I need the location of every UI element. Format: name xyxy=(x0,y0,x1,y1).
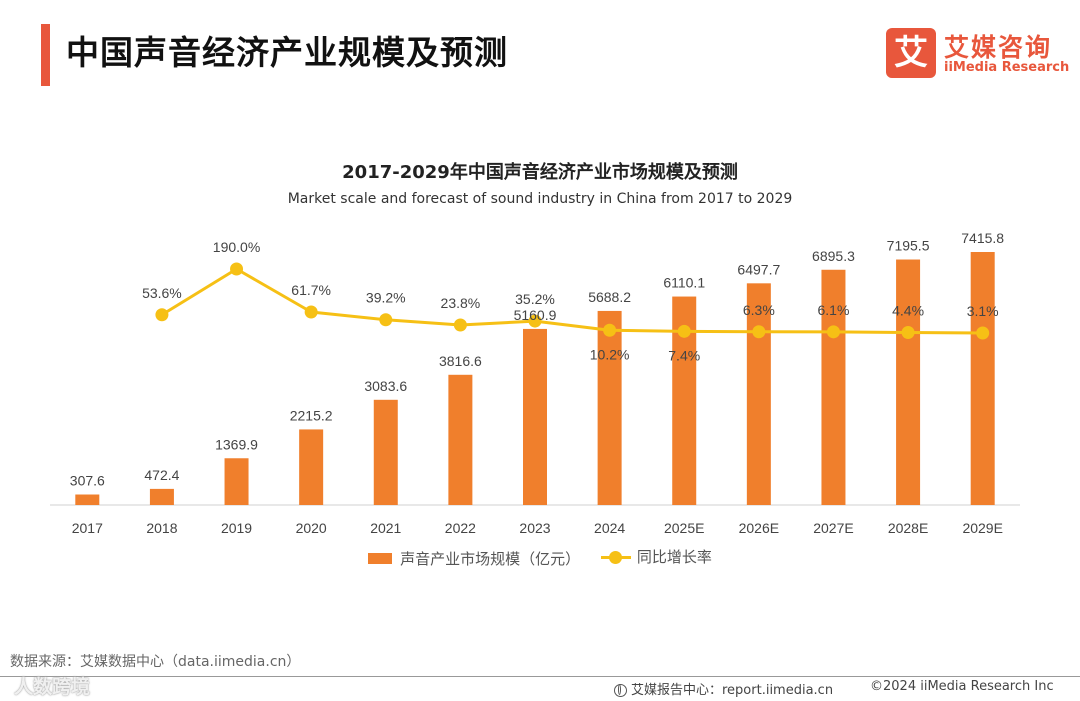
bar-2020 xyxy=(299,429,324,505)
footer-copyright: ©2024 iiMedia Research Inc xyxy=(870,679,1054,694)
legend-item-growth-rate[interactable]: 同比增长率 xyxy=(600,546,712,567)
bar-2024 xyxy=(597,310,622,505)
bar-value-label: 3816.6 xyxy=(439,353,482,369)
growth-rate-point xyxy=(230,262,244,276)
bar-value-label: 2215.2 xyxy=(290,407,333,423)
footer-report-center[interactable]: 艾媒报告中心：report.iimedia.cn xyxy=(614,679,833,698)
bar-2021 xyxy=(373,399,398,505)
chart-title: 2017-2029年中国声音经济产业市场规模及预测 xyxy=(342,162,738,183)
bar-2018 xyxy=(149,488,174,505)
x-tick-label: 2020 xyxy=(296,520,327,536)
iimedia-logo-name-en: iiMedia Research xyxy=(944,60,1070,75)
x-tick-label: 2024 xyxy=(594,520,625,536)
bar-2019 xyxy=(224,458,249,505)
iimedia-logo[interactable]: 艾 艾媒咨询 iiMedia Research xyxy=(886,26,1069,80)
data-source-note: 数据来源：艾媒数据中心（data.iimedia.cn） xyxy=(10,654,301,670)
growth-rate-point xyxy=(528,314,542,328)
growth-rate-label: 39.2% xyxy=(366,290,406,306)
x-tick-label: 2017 xyxy=(72,520,103,536)
growth-rate-point xyxy=(304,305,318,319)
footer-divider xyxy=(0,676,1080,677)
bar-value-label: 6497.7 xyxy=(737,261,780,277)
growth-rate-label: 35.2% xyxy=(515,291,555,307)
growth-rate-line xyxy=(161,267,983,335)
bar-2022 xyxy=(448,374,473,505)
bar-2027E xyxy=(821,269,846,505)
footer-report-link[interactable]: 艾媒报告中心：report.iimedia.cn xyxy=(631,683,834,698)
bar-value-label: 6110.1 xyxy=(663,275,705,291)
bar-2023 xyxy=(523,328,547,505)
growth-rate-label: 23.8% xyxy=(441,295,481,311)
bar-value-label: 6895.3 xyxy=(812,248,855,264)
iimedia-logo-name-cn: 艾媒咨询 xyxy=(944,33,1053,62)
growth-rate-point xyxy=(826,325,840,339)
bar-2028E xyxy=(896,259,921,505)
chart-subtitle: Market scale and forecast of sound indus… xyxy=(287,191,793,207)
watermark-text: 人数跨境 xyxy=(14,676,91,698)
growth-rate-point xyxy=(901,325,915,339)
bar-2029E xyxy=(970,252,995,505)
x-tick-label: 2029E xyxy=(962,520,1002,536)
bar-value-label: 307.6 xyxy=(70,473,105,489)
growth-rate-label: 3.1% xyxy=(967,303,999,319)
legend-item-market-scale[interactable]: 声音产业市场规模（亿元） xyxy=(368,548,580,569)
x-tick-label: 2023 xyxy=(519,520,550,536)
growth-rate-label: 190.0% xyxy=(213,239,260,255)
growth-rate-point xyxy=(677,324,691,338)
globe-icon xyxy=(614,684,627,697)
bar-value-label: 7195.5 xyxy=(887,238,930,254)
growth-rate-label: 7.4% xyxy=(668,347,700,363)
x-tick-label: 2026E xyxy=(739,520,779,536)
bar-value-label: 472.4 xyxy=(144,467,179,483)
legend-label-market-scale: 声音产业市场规模（亿元） xyxy=(400,549,581,568)
growth-rate-label: 4.4% xyxy=(892,302,924,318)
growth-rate-label: 6.3% xyxy=(743,302,775,318)
iimedia-logo-mark: 艾 xyxy=(886,28,936,78)
growth-rate-point xyxy=(603,323,617,337)
growth-rate-point xyxy=(453,318,467,332)
x-tick-label: 2022 xyxy=(445,520,476,536)
legend-bar-swatch xyxy=(368,552,393,564)
x-tick-label: 2021 xyxy=(370,520,401,536)
growth-rate-point xyxy=(752,325,766,339)
title-accent-bar xyxy=(41,24,50,86)
growth-rate-point xyxy=(379,313,393,327)
bar-2017 xyxy=(75,494,100,505)
x-tick-label: 2028E xyxy=(888,520,928,536)
bar-2026E xyxy=(746,283,771,505)
growth-rate-point xyxy=(976,326,990,340)
growth-rate-point xyxy=(155,308,169,322)
legend-line-marker xyxy=(600,550,631,564)
growth-rate-label: 10.2% xyxy=(590,346,630,362)
bar-value-label: 7415.8 xyxy=(961,230,1004,246)
bar-value-label: 5688.2 xyxy=(588,289,631,305)
page-title: 中国声音经济产业规模及预测 xyxy=(66,33,508,72)
bar-value-label: 5160.9 xyxy=(514,307,557,323)
growth-rate-label: 53.6% xyxy=(142,285,182,301)
growth-rate-label: 61.7% xyxy=(291,282,331,298)
growth-rate-label: 6.1% xyxy=(818,302,850,318)
bar-value-label: 1369.9 xyxy=(215,436,258,452)
chart-legend: 声音产业市场规模（亿元） 同比增长率 xyxy=(0,546,1080,569)
x-tick-label: 2019 xyxy=(221,520,252,536)
x-tick-label: 2018 xyxy=(146,520,177,536)
bar-value-label: 3083.6 xyxy=(364,378,407,394)
x-tick-label: 2027E xyxy=(813,520,853,536)
legend-label-growth-rate: 同比增长率 xyxy=(636,548,712,566)
x-tick-label: 2025E xyxy=(664,520,704,536)
